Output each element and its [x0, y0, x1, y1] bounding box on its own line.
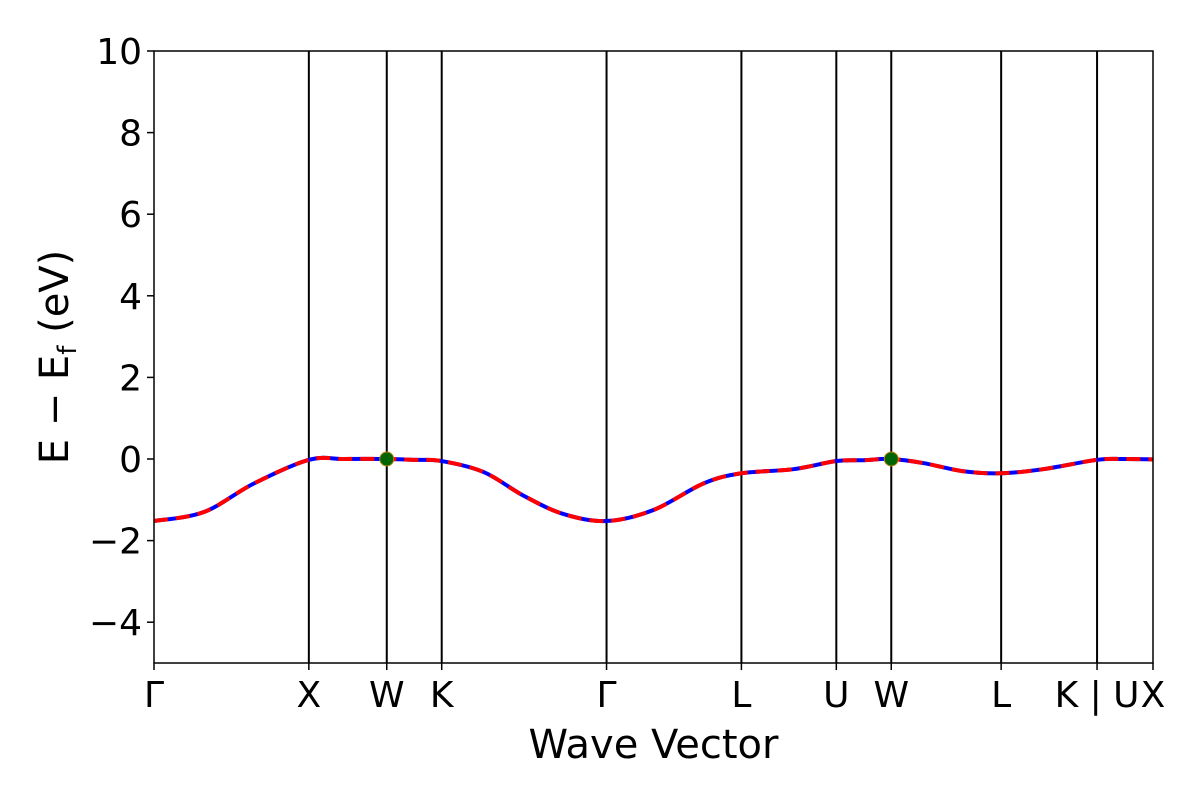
- x-tick-label: X: [1141, 675, 1166, 716]
- band-line: [153, 455, 1154, 524]
- x-tick-label: L: [991, 675, 1011, 716]
- y-axis-ticks: −4 −2 0 2 4 6 8 10: [89, 32, 154, 644]
- x-tick-label: L: [731, 675, 751, 716]
- y-axis-label: E − Ef (eV): [32, 250, 83, 465]
- kpoint-lines: [307, 51, 1099, 663]
- x-tick-label: X: [297, 675, 322, 716]
- y-tick-label: 10: [96, 32, 142, 73]
- x-tick-label: W: [369, 675, 405, 716]
- y-tick-label: 2: [119, 358, 142, 399]
- x-tick-label: U: [823, 675, 849, 716]
- x-tick-label: Γ: [144, 675, 164, 716]
- y-tick-label: −4: [89, 603, 142, 644]
- plot-frame: [153, 50, 1154, 664]
- x-tick-label: K: [430, 675, 455, 716]
- x-tick-label: Γ: [597, 675, 617, 716]
- y-tick-label: 8: [119, 114, 142, 155]
- y-tick-label: 6: [119, 195, 142, 236]
- y-axis-label-main: E − E: [32, 355, 78, 465]
- y-tick-label: 4: [119, 277, 142, 318]
- band-curves: [153, 455, 1154, 524]
- band-markers: [379, 451, 899, 467]
- x-tick-label: W: [873, 675, 909, 716]
- y-tick-label: 0: [119, 440, 142, 481]
- band-marker: [379, 451, 395, 467]
- band-line: [153, 455, 1154, 524]
- y-axis-label-suffix: (eV): [32, 250, 78, 346]
- x-axis-label: Wave Vector: [529, 722, 780, 768]
- band-marker: [883, 451, 899, 467]
- y-axis-label-sub: f: [53, 345, 83, 355]
- y-tick-label: −2: [89, 522, 142, 563]
- x-tick-label: K | U: [1055, 675, 1140, 716]
